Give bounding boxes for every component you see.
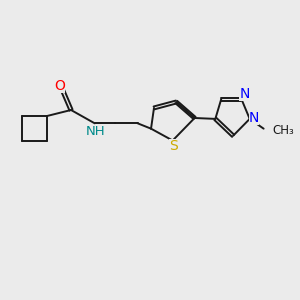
Text: N: N [239,87,250,101]
Text: N: N [249,111,259,125]
Text: O: O [54,79,65,93]
Text: S: S [169,139,178,153]
Text: CH₃: CH₃ [272,124,294,136]
Text: NH: NH [86,125,106,138]
